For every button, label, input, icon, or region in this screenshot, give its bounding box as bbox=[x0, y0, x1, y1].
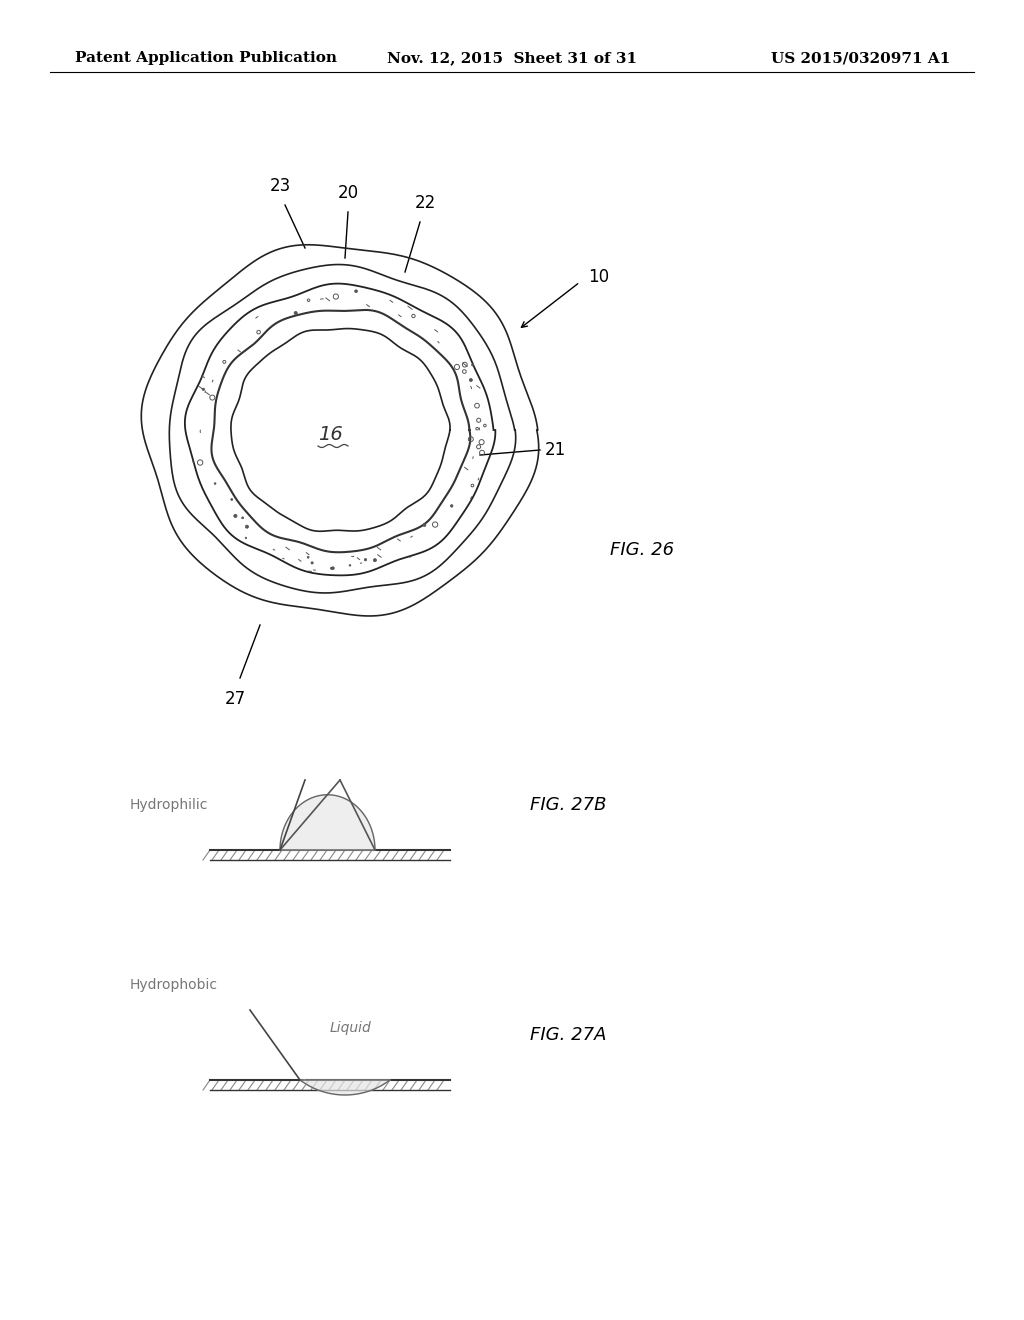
Circle shape bbox=[214, 483, 216, 484]
Text: 10: 10 bbox=[588, 268, 609, 286]
Text: FIG. 27A: FIG. 27A bbox=[530, 1026, 606, 1044]
Circle shape bbox=[307, 556, 309, 558]
Text: Patent Application Publication: Patent Application Publication bbox=[75, 51, 337, 65]
Circle shape bbox=[242, 517, 244, 519]
Text: Nov. 12, 2015  Sheet 31 of 31: Nov. 12, 2015 Sheet 31 of 31 bbox=[387, 51, 637, 65]
Circle shape bbox=[349, 565, 351, 566]
Text: FIG. 26: FIG. 26 bbox=[610, 541, 674, 558]
Text: 20: 20 bbox=[338, 183, 358, 202]
Circle shape bbox=[294, 312, 297, 314]
Circle shape bbox=[202, 388, 205, 391]
Circle shape bbox=[233, 515, 237, 517]
Text: 23: 23 bbox=[269, 177, 291, 195]
Circle shape bbox=[354, 290, 357, 293]
Circle shape bbox=[469, 379, 472, 381]
Polygon shape bbox=[280, 795, 375, 850]
Circle shape bbox=[331, 568, 333, 569]
Circle shape bbox=[423, 524, 426, 527]
Text: FIG. 27B: FIG. 27B bbox=[530, 796, 606, 814]
Circle shape bbox=[374, 558, 377, 562]
Circle shape bbox=[472, 364, 474, 366]
Circle shape bbox=[245, 537, 247, 539]
Circle shape bbox=[230, 499, 232, 500]
Text: Liquid: Liquid bbox=[329, 1020, 371, 1035]
Polygon shape bbox=[300, 1080, 390, 1096]
Circle shape bbox=[332, 566, 334, 569]
Text: 16: 16 bbox=[317, 425, 342, 445]
Text: 27: 27 bbox=[224, 690, 246, 708]
Circle shape bbox=[246, 525, 249, 528]
Circle shape bbox=[311, 562, 313, 564]
Text: 22: 22 bbox=[415, 194, 435, 213]
Circle shape bbox=[365, 558, 367, 561]
Text: Hydrophilic: Hydrophilic bbox=[130, 799, 208, 812]
Text: Hydrophobic: Hydrophobic bbox=[130, 978, 218, 993]
Text: 21: 21 bbox=[545, 441, 566, 459]
Circle shape bbox=[451, 504, 453, 507]
Text: US 2015/0320971 A1: US 2015/0320971 A1 bbox=[771, 51, 950, 65]
